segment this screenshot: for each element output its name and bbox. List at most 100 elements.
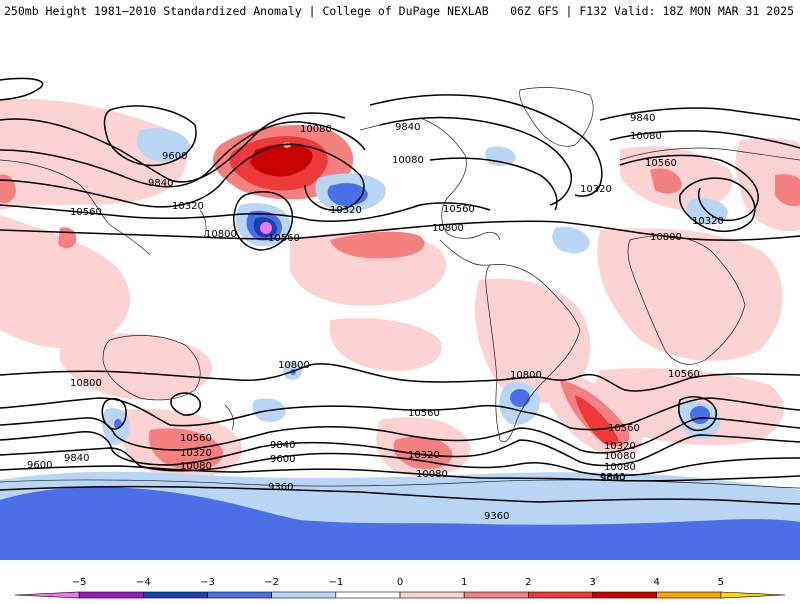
coast-eurasia (0, 147, 800, 256)
contour-nh-europe-4 (679, 177, 756, 233)
colorbar-swatch (78, 591, 144, 599)
contour-sh-small-low-3 (101, 397, 127, 430)
shade-antarctic-core (0, 487, 800, 560)
contour-nh-10800-east (559, 221, 800, 241)
coast-south-america (485, 264, 581, 443)
contour-closed-low (233, 191, 294, 251)
contour-9600-nh (0, 77, 44, 101)
colorbar-tick-label: −2 (264, 577, 279, 588)
shade-e-pacific (329, 318, 442, 371)
shade-s-america-blue (510, 389, 530, 407)
clabel: 10080 (416, 469, 448, 480)
shade-s-indian-blue (690, 406, 710, 424)
contour-10800-nh (0, 220, 561, 240)
shade-asia-west-pink (0, 174, 16, 204)
shade-w-pacific (60, 333, 212, 400)
shade-s-atlantic-red (575, 395, 619, 446)
shade-c-pacific-pink (330, 231, 425, 259)
shade-n-pacific-min (260, 222, 272, 234)
clabel: 10800 (70, 378, 102, 389)
coast-australia (102, 335, 201, 401)
contour-labels: 9600 9840 10560 10800 10080 10560 10320 … (27, 113, 724, 522)
clabel: 10080 (604, 462, 636, 473)
shade-atlantic-lt (552, 226, 590, 254)
clabel: 9600 (162, 151, 187, 162)
shade-africa (597, 228, 783, 361)
contour-nh-europe-2 (609, 130, 800, 149)
coast-greenland (519, 87, 594, 147)
colorbar-swatch (143, 591, 208, 599)
clabel: 9360 (268, 482, 293, 493)
shade-europe-pink (650, 168, 682, 194)
clabel: 10080 (630, 131, 662, 142)
contour-10080-sh (0, 431, 800, 467)
colorbar-swatch (463, 591, 529, 599)
clabel: 10320 (330, 205, 362, 216)
contour-9840-sh (0, 447, 800, 477)
clabel: 10560 (668, 369, 700, 380)
contour-nh-atlantic-3 (429, 157, 558, 211)
colorbar-tick-label: 2 (525, 577, 531, 588)
coast-north-america (359, 117, 501, 241)
clabel: 9600 (270, 454, 295, 465)
coast-antarctica (0, 479, 800, 489)
contour-9840-nh (0, 112, 346, 183)
clabel: 10800 (205, 229, 237, 240)
clabel: 9600 (27, 460, 52, 471)
colorbar-swatch (399, 591, 465, 599)
contour-10320-sh (0, 417, 800, 454)
contour-sh-small-low-2 (678, 396, 717, 432)
shade-india-pink (58, 227, 77, 249)
clabel: 9840 (270, 440, 295, 451)
contour-10320-nh (0, 143, 365, 211)
contour-10560-nh (0, 202, 491, 223)
coast-japan (199, 209, 207, 239)
colorbar-tick-label: −3 (200, 577, 215, 588)
clabel: 10320 (604, 441, 636, 452)
clabel: 10560 (443, 204, 475, 215)
map-panel: 9600 9840 10560 10800 10080 10560 10320 … (0, 77, 800, 560)
clabel: 10320 (580, 184, 612, 195)
shade-bering-darkred (250, 144, 313, 177)
colorbar-tick-label: 4 (653, 577, 659, 588)
clabel: 9840 (395, 122, 420, 133)
colorbar-tick-label: 5 (718, 577, 724, 588)
contour-10800-sh (0, 363, 800, 392)
clabel: 10560 (408, 408, 440, 419)
clabel: 10080 (604, 451, 636, 462)
colorbar-swatch (271, 591, 337, 599)
contour-nh-atlantic-2 (379, 116, 572, 206)
clabel: 10800 (278, 360, 310, 371)
clabel: 10800 (510, 370, 542, 381)
shade-s-america (474, 278, 591, 404)
clabel: 10320 (180, 448, 212, 459)
contour-nh-atlantic (369, 94, 603, 197)
contour-nh-europe-3 (619, 154, 759, 222)
clabel: 10560 (608, 423, 640, 434)
clabel: 9840 (148, 178, 173, 189)
shade-asia (0, 215, 130, 349)
colorbar-tick-label: −4 (136, 577, 151, 588)
colorbar-swatch (528, 591, 593, 599)
coast-new-zealand (224, 404, 234, 431)
colorbar-swatch (14, 591, 80, 599)
contour-nh-europe (599, 107, 800, 121)
model-valid-time: 06Z GFS | F132 Valid: 18Z MON MAR 31 202… (510, 4, 794, 18)
coast-central-america (439, 239, 491, 266)
colorbar-tick-label: −1 (328, 577, 343, 588)
shade-ural-pink (775, 174, 800, 207)
height-contours (0, 77, 800, 505)
clabel: 9840 (64, 453, 89, 464)
clabel: 10080 (392, 155, 424, 166)
colorbar-tick-label: −5 (72, 577, 87, 588)
anomaly-map: 9600 9840 10560 10800 10080 10560 10320 … (0, 77, 800, 560)
coast-africa (627, 235, 746, 365)
colorbar-swatch (656, 591, 722, 599)
shade-s-pacific-2-pink (393, 436, 453, 470)
shade-w-pacific-lt (136, 128, 190, 162)
clabel: 10320 (172, 201, 204, 212)
contour-10560-sh (0, 397, 800, 431)
contour-9600-nh-pac (103, 105, 197, 167)
clabel: 10560 (70, 207, 102, 218)
colorbar-swatch (335, 591, 401, 599)
